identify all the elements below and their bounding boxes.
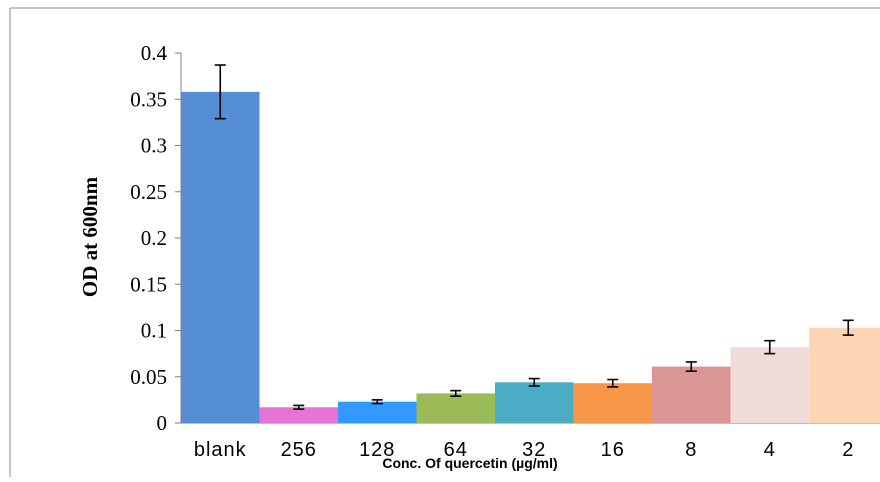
x-axis-label: Conc. Of quercetin (µg/ml)	[382, 455, 557, 471]
bar-64	[416, 393, 495, 423]
x-tick-label: 32	[522, 439, 546, 461]
x-tick-label: 128	[359, 439, 395, 461]
x-tick-label: 8	[685, 439, 697, 461]
x-tick-labels: blank 256 128 64 32 16 8 4 2	[194, 439, 854, 461]
y-tick-label: 0.25	[130, 180, 167, 204]
x-tick-label: 4	[764, 439, 776, 461]
bar-256	[259, 407, 338, 423]
y-axis-label: OD at 600nm	[78, 176, 102, 297]
bar-16	[573, 383, 652, 423]
y-axis: 0 0.05 0.1 0.15 0.2 0.25 0.3 0.35 0.4	[130, 41, 880, 435]
y-tick-label: 0.4	[141, 41, 168, 65]
x-tick-label: 256	[281, 439, 317, 461]
bars	[181, 91, 880, 423]
y-tick-label: 0	[157, 411, 168, 435]
x-tick-label: 16	[601, 439, 625, 461]
y-tick-label: 0.35	[130, 87, 167, 111]
y-tick-label: 0.2	[141, 226, 167, 250]
bar-128	[338, 401, 417, 423]
bar-2	[809, 327, 880, 423]
x-tick-label: 64	[444, 439, 468, 461]
y-tick-label: 0.1	[141, 319, 167, 343]
error-bars	[214, 64, 854, 410]
y-tick-label: 0.3	[141, 134, 167, 158]
bar-32	[495, 382, 574, 423]
y-tick-label: 0.05	[130, 365, 167, 389]
bar-blank	[181, 91, 260, 423]
bar-4	[730, 347, 809, 423]
x-tick-label: blank	[194, 439, 247, 461]
bar-8	[652, 366, 731, 423]
y-tick-label: 0.15	[130, 272, 167, 296]
x-tick-label: 2	[842, 439, 854, 461]
chart-frame	[9, 7, 880, 477]
